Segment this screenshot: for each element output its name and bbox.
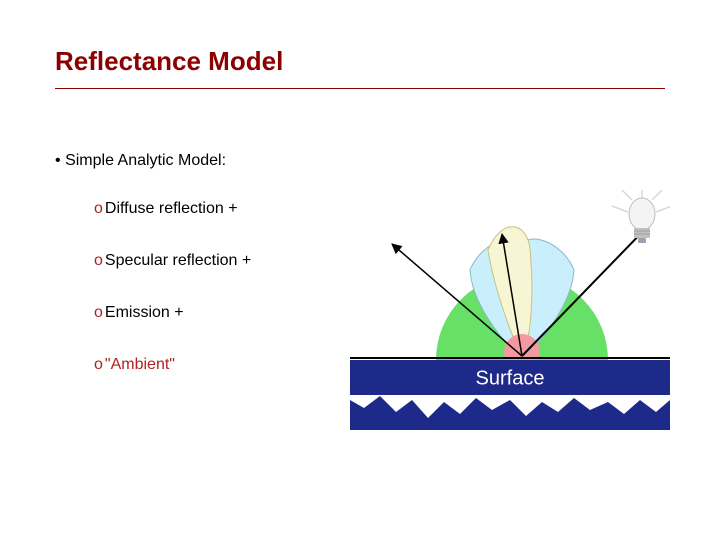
bullet-o-icon: o bbox=[94, 252, 103, 269]
title-underline bbox=[55, 88, 665, 89]
list-item-label: Specular reflection + bbox=[105, 252, 251, 269]
list-item: oSpecular reflection + bbox=[94, 252, 251, 270]
reflectance-diagram: Surface bbox=[350, 190, 670, 430]
slide: Reflectance Model • Simple Analytic Mode… bbox=[0, 0, 720, 540]
list-item: oEmission + bbox=[94, 304, 184, 322]
surface-rough bbox=[350, 396, 670, 430]
subtitle: • Simple Analytic Model: bbox=[55, 152, 226, 170]
list-item-label: Diffuse reflection + bbox=[105, 200, 238, 217]
list-item: o"Ambient" bbox=[94, 356, 175, 374]
subtitle-text: Simple Analytic Model: bbox=[65, 152, 226, 169]
bullet-o-icon: o bbox=[94, 200, 103, 217]
page-title: Reflectance Model bbox=[55, 46, 283, 77]
bullet: • bbox=[55, 152, 61, 169]
list-item: oDiffuse reflection + bbox=[94, 200, 238, 218]
surface-label: Surface bbox=[476, 368, 545, 390]
lightbulb-icon bbox=[612, 190, 670, 243]
list-item-label: Emission + bbox=[105, 304, 184, 321]
bullet-o-icon: o bbox=[94, 356, 103, 373]
diagram-svg: Surface bbox=[350, 190, 670, 430]
bullet-o-icon: o bbox=[94, 304, 103, 321]
list-item-label: "Ambient" bbox=[105, 356, 175, 373]
